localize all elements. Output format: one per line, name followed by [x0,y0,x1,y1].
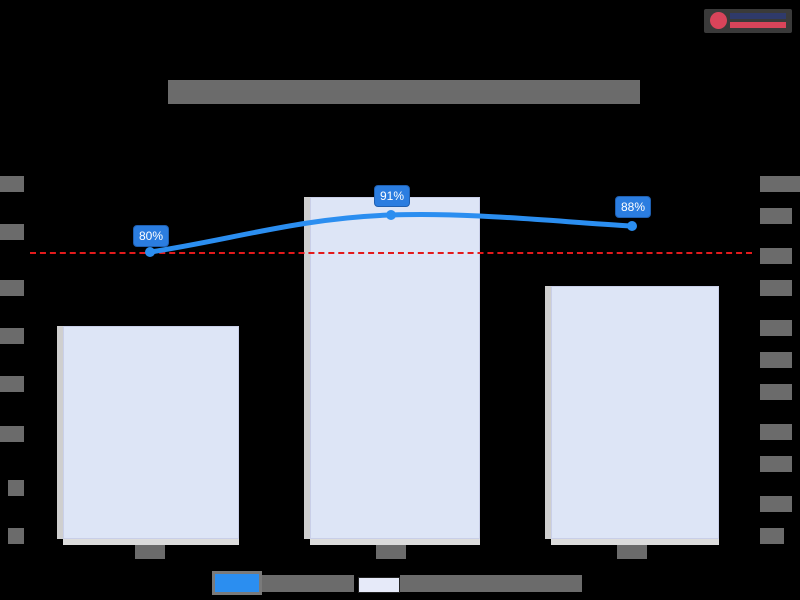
reference-line [30,252,752,254]
logo-wordmark-top [730,13,786,19]
left-tick-label [8,528,24,544]
line-point[interactable] [386,210,396,220]
right-tick-label [760,424,792,440]
left-tick-label [0,328,24,344]
x-tick-label [617,545,647,559]
data-label: 91% [374,185,411,207]
legend-label-line[interactable] [262,575,354,592]
logo-wordmark-bottom [730,22,786,28]
left-tick-label [8,480,24,496]
legend-swatch-line[interactable] [212,571,262,595]
right-tick-label [760,352,792,368]
right-tick-label [760,280,792,296]
right-tick-label [760,176,800,192]
x-tick-label [135,545,165,559]
brand-logo [704,9,792,33]
left-tick-label [0,176,24,192]
left-tick-label [0,426,24,442]
right-tick-label [760,456,792,472]
bar-category-3[interactable] [551,286,719,539]
left-tick-label [0,280,24,296]
left-tick-label [0,376,24,392]
right-tick-label [760,496,792,512]
right-tick-label [760,384,792,400]
line-point[interactable] [145,247,155,257]
line-point[interactable] [627,221,637,231]
data-label: 80% [133,225,170,247]
right-tick-label [760,320,792,336]
right-tick-label [760,248,792,264]
bar-category-2[interactable] [310,197,480,539]
legend-swatch-bar[interactable] [358,577,400,593]
logo-globe-icon [710,12,727,29]
right-tick-label [760,208,792,224]
x-tick-label [376,545,406,559]
bar-category-1[interactable] [63,326,239,539]
data-label: 88% [615,196,652,218]
left-tick-label [0,224,24,240]
legend-label-bar[interactable] [400,575,582,592]
right-tick-label [760,528,784,544]
chart-title [168,80,640,104]
